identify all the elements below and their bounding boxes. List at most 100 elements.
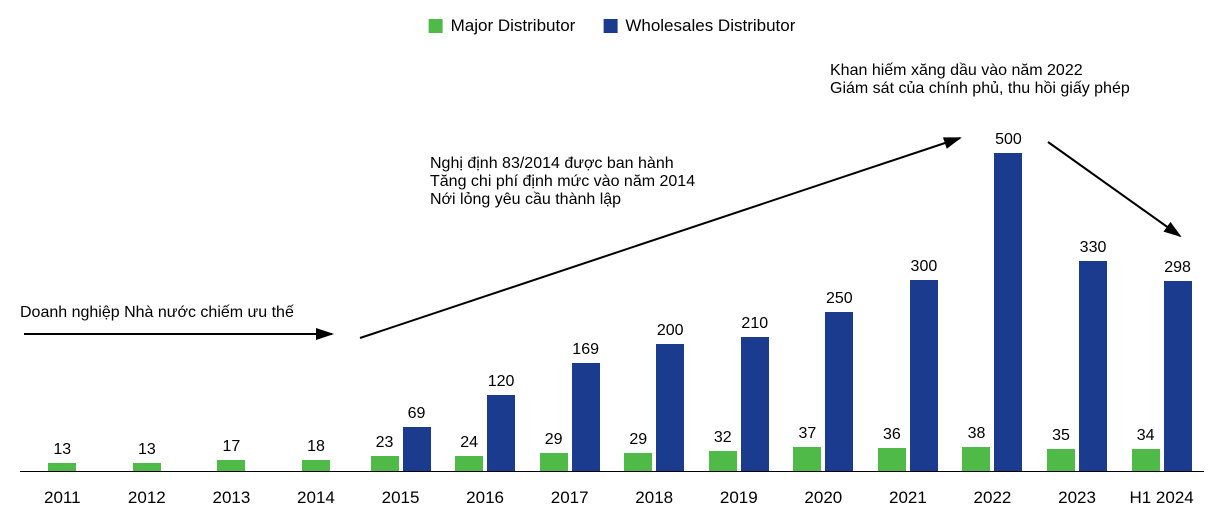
bars-row: 1313171823692412029169292003221037250363… <box>20 60 1204 472</box>
bar-value-label: 24 <box>460 434 478 452</box>
bar-pair: 35 330 <box>1047 121 1107 471</box>
bar-pair: 13 <box>48 121 76 471</box>
bar-value-label: 200 <box>657 322 684 340</box>
bar-pair: 34298 <box>1132 121 1192 471</box>
bar-value-label: 29 <box>545 431 563 449</box>
bar-major: 24 <box>455 434 483 471</box>
bar-major: 32 <box>709 429 737 471</box>
year-group: 18 <box>274 121 358 471</box>
bar-wholesales: 210 <box>741 315 769 471</box>
bar-major: 29 <box>624 431 652 471</box>
bar-value-label: 38 <box>968 425 986 443</box>
bar-major: 35 <box>1047 427 1075 471</box>
year-group: 32 210 <box>697 121 781 471</box>
bar-major: 34 <box>1132 427 1160 471</box>
bar-value-label: 300 <box>911 258 938 276</box>
legend-label-major: Major Distributor <box>451 16 576 36</box>
bar-rect <box>1047 449 1075 471</box>
anno-soe: Doanh nghiệp Nhà nước chiếm ưu thế <box>20 304 294 322</box>
bar-pair: 37 250 <box>793 121 853 471</box>
bar-rect <box>793 447 821 471</box>
bar-value-label: 69 <box>408 405 426 423</box>
bar-value-label: 13 <box>53 441 71 459</box>
bar-value-label: 250 <box>826 290 853 308</box>
bar-rect <box>540 453 568 471</box>
bar-rect <box>1079 261 1107 471</box>
bar-major: 17 <box>217 438 245 471</box>
bar-wholesales: 69 <box>403 405 431 471</box>
x-tick-label: 2017 <box>528 488 612 508</box>
x-tick-label: 2011 <box>20 488 104 508</box>
x-tick-label: 2013 <box>189 488 273 508</box>
anno-shortage: Khan hiếm xăng dầu vào năm 2022Giám sát … <box>830 62 1130 98</box>
bar-wholesales: 300 <box>910 258 938 471</box>
bar-rect <box>709 451 737 471</box>
bar-pair: 38 500 <box>962 121 1022 471</box>
bar-value-label: 36 <box>883 426 901 444</box>
bar-value-label: 169 <box>572 341 599 359</box>
legend-swatch-major <box>429 19 443 33</box>
bar-wholesales: 200 <box>656 322 684 471</box>
bar-pair: 17 <box>217 121 245 471</box>
bar-rect <box>371 456 399 471</box>
bar-pair: 32 210 <box>709 121 769 471</box>
bar-rect <box>910 280 938 471</box>
year-group: 38 500 <box>950 121 1034 471</box>
bar-wholesales: 169 <box>572 341 600 471</box>
bar-rect <box>962 447 990 471</box>
x-tick-label: 2019 <box>697 488 781 508</box>
x-tick-label: 2022 <box>950 488 1034 508</box>
bar-major: 13 <box>133 441 161 471</box>
bar-rect <box>994 153 1022 471</box>
x-tick-label: 2015 <box>359 488 443 508</box>
bar-major: 38 <box>962 425 990 471</box>
bar-value-label: 17 <box>223 438 241 456</box>
bar-value-label: 210 <box>741 315 768 333</box>
bar-rect <box>825 312 853 471</box>
legend-item-wholesales: Wholesales Distributor <box>603 16 795 36</box>
bar-value-label: 500 <box>995 131 1022 149</box>
bar-pair: 13 <box>133 121 161 471</box>
x-tick-label: 2021 <box>866 488 950 508</box>
bar-major: 36 <box>878 426 906 471</box>
plot-area: 1313171823692412029169292003221037250363… <box>20 60 1204 472</box>
year-group: 36 300 <box>866 121 950 471</box>
year-group: 34298 <box>1120 121 1204 471</box>
legend: Major Distributor Wholesales Distributor <box>429 16 796 36</box>
bar-rect <box>48 463 76 471</box>
distributor-chart: Major Distributor Wholesales Distributor… <box>0 0 1224 522</box>
bar-wholesales: 500 <box>994 131 1022 471</box>
bar-rect <box>1132 449 1160 471</box>
year-group: 13 <box>105 121 189 471</box>
year-group: 13 <box>20 121 104 471</box>
bar-wholesales: 330 <box>1079 239 1107 471</box>
bar-pair: 18 <box>302 121 330 471</box>
x-tick-label: 2016 <box>443 488 527 508</box>
bar-value-label: 37 <box>798 425 816 443</box>
bar-wholesales: 120 <box>487 373 515 471</box>
bar-rect <box>1164 281 1192 471</box>
bar-major: 13 <box>48 441 76 471</box>
x-tick-label: 2018 <box>612 488 696 508</box>
bar-pair: 23 69 <box>371 121 431 471</box>
bar-major: 18 <box>302 438 330 471</box>
x-tick-label: 2023 <box>1035 488 1119 508</box>
bar-value-label: 13 <box>138 441 156 459</box>
legend-swatch-wholesales <box>603 19 617 33</box>
x-axis-labels: 2011201220132014201520162017201820192020… <box>20 488 1204 508</box>
bar-rect <box>878 448 906 471</box>
bar-major: 29 <box>540 431 568 471</box>
bar-value-label: 35 <box>1052 427 1070 445</box>
bar-value-label: 23 <box>376 434 394 452</box>
x-tick-label: 2020 <box>781 488 865 508</box>
bar-value-label: 18 <box>307 438 325 456</box>
legend-label-wholesales: Wholesales Distributor <box>625 16 795 36</box>
bar-rect <box>302 460 330 471</box>
bar-pair: 36 300 <box>878 121 938 471</box>
anno-decree: Nghị định 83/2014 được ban hànhTăng chi … <box>430 155 695 209</box>
bar-rect <box>624 453 652 471</box>
bar-value-label: 32 <box>714 429 732 447</box>
bar-rect <box>217 460 245 471</box>
bar-rect <box>133 463 161 471</box>
bar-rect <box>741 337 769 471</box>
